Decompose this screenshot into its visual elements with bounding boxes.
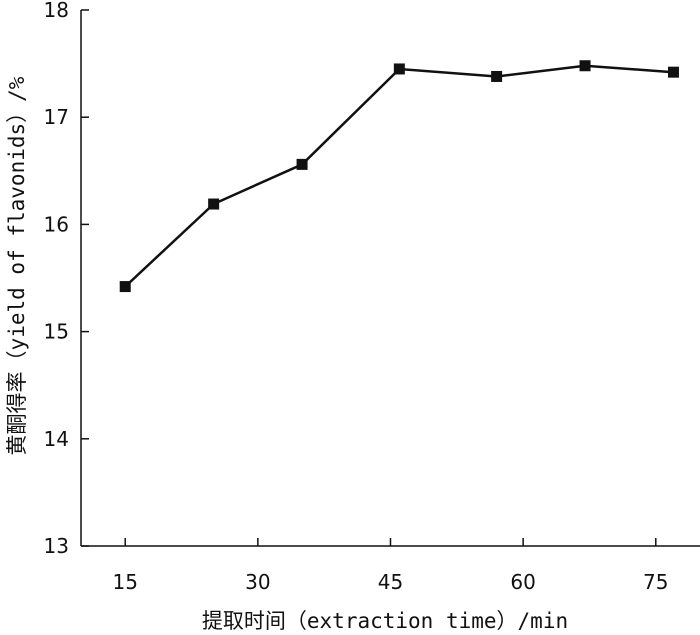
data-point-marker (119, 281, 131, 293)
x-tick-label: 15 (112, 570, 137, 594)
x-tick-label: 30 (245, 570, 270, 594)
data-point-marker (393, 63, 405, 75)
data-point-marker (579, 60, 591, 72)
y-tick-label: 18 (44, 0, 69, 22)
x-tick-label: 45 (378, 570, 403, 594)
y-tick-label: 14 (44, 427, 69, 451)
series-line (124, 64, 674, 288)
x-tick-label: 60 (510, 570, 535, 594)
data-point-marker (208, 198, 220, 210)
data-point-marker (296, 158, 308, 170)
y-tick-label: 15 (44, 320, 69, 344)
y-tick-label: 17 (44, 105, 69, 129)
x-axis-title: 提取时间（extraction time）/min (202, 609, 568, 633)
data-point-marker (491, 70, 503, 82)
plot-area: 13 14 15 16 17 18 15 30 45 60 75 (44, 0, 700, 594)
data-point-marker (667, 66, 679, 78)
y-axis-title: 黄酮得率（yield of flavonids）/% (5, 76, 29, 455)
y-tick-label: 16 (44, 212, 69, 236)
y-tick-label: 13 (44, 534, 69, 558)
x-tick-label: 75 (643, 570, 668, 594)
